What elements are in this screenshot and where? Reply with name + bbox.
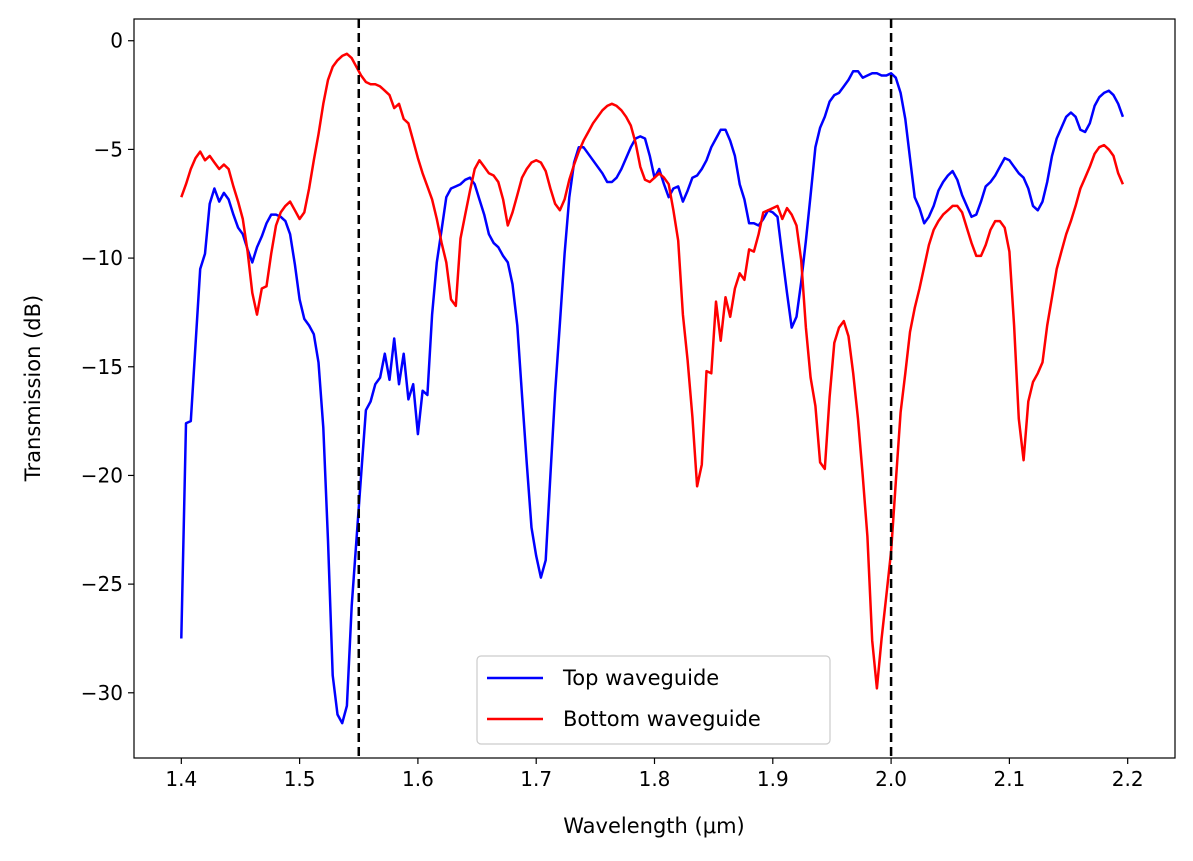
reference-lines	[357, 19, 893, 758]
legend-label-bottom-waveguide: Bottom waveguide	[563, 707, 761, 731]
y-tick-label: 0	[110, 29, 123, 53]
series-line-bottom-waveguide	[180, 52, 1125, 690]
x-tick-label: 1.8	[639, 767, 671, 791]
x-axis-label: Wavelength (μm)	[563, 814, 744, 838]
y-tick-label: −20	[81, 463, 123, 487]
y-axis: 0 −5 −10 −15 −20 −25 −30	[81, 29, 134, 705]
y-tick-label: −5	[94, 137, 123, 161]
x-tick-label: 1.5	[284, 767, 316, 791]
x-tick-label: 2.2	[1112, 767, 1144, 791]
y-axis-label: Transmission (dB)	[21, 295, 45, 482]
x-tick-label: 2.1	[993, 767, 1025, 791]
x-tick-label: 1.9	[757, 767, 789, 791]
legend: Top waveguide Bottom waveguide	[476, 655, 831, 745]
x-tick-label: 1.6	[402, 767, 434, 791]
y-tick-label: −10	[81, 246, 123, 270]
x-tick-label: 1.4	[165, 767, 197, 791]
series-line-top-waveguide	[180, 69, 1125, 725]
y-tick-label: −25	[81, 572, 123, 596]
legend-box	[476, 655, 831, 745]
series-layer	[180, 52, 1125, 725]
y-tick-label: −15	[81, 355, 123, 379]
y-tick-label: −30	[81, 681, 123, 705]
x-axis: 1.4 1.5 1.6 1.7 1.8 1.9 2.0 2.1 2.2	[165, 758, 1144, 791]
x-tick-label: 1.7	[520, 767, 552, 791]
x-tick-label: 2.0	[875, 767, 907, 791]
legend-label-top-waveguide: Top waveguide	[562, 666, 719, 690]
